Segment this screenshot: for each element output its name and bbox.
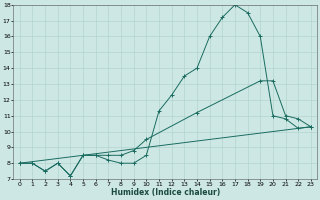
X-axis label: Humidex (Indice chaleur): Humidex (Indice chaleur) [111,188,220,197]
